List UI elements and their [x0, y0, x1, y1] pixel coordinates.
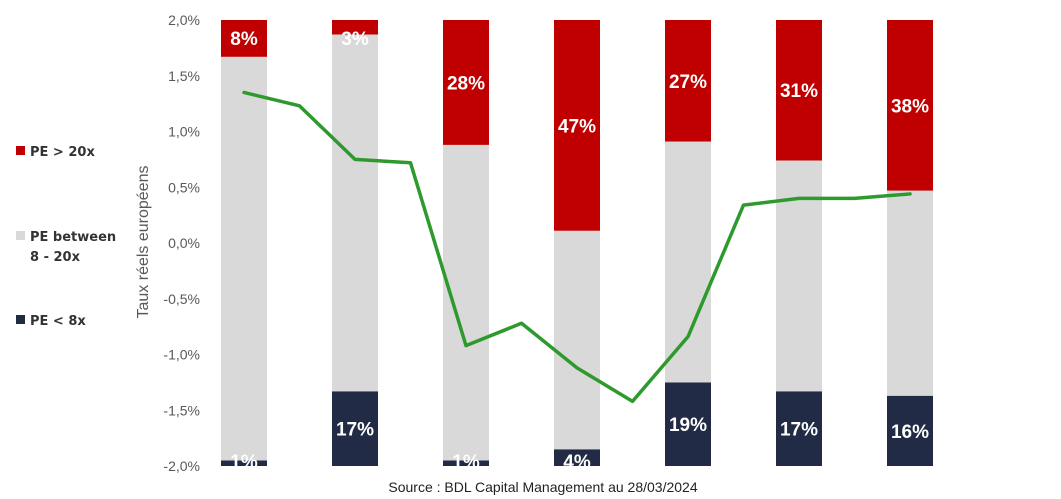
bar-segment-pe-low — [443, 460, 489, 466]
rate-line — [242, 90, 912, 404]
y-tick-label: -1,5% — [163, 402, 200, 418]
bar-segment-pe-mid — [332, 34, 378, 392]
bar-segment-pe-low — [332, 391, 378, 466]
bar-segment-pe-high — [776, 20, 822, 161]
y-tick-label: 0,5% — [168, 179, 200, 195]
bar-label-pe-low: 17% — [336, 420, 374, 441]
bars — [221, 20, 933, 466]
y-tick-label: 2,0% — [168, 12, 200, 28]
bar-segment-pe-low — [887, 395, 933, 466]
bar-segment-pe-low — [665, 382, 711, 466]
bar-label-pe-high: 28% — [447, 73, 485, 94]
bar-segment-pe-mid — [887, 190, 933, 396]
bar-segment-pe-low — [776, 391, 822, 466]
bar-label-pe-low: 17% — [780, 420, 818, 441]
legend: PE > 20x PE between 8 - 20x PE < 8x — [16, 145, 116, 329]
legend-label: PE between — [30, 230, 116, 245]
y-tick-label: -0,5% — [163, 291, 200, 307]
legend-swatch — [16, 146, 25, 155]
y-tick-label: -2,0% — [163, 458, 200, 474]
bar-segment-pe-high — [665, 20, 711, 142]
bar-segment-pe-high — [443, 20, 489, 145]
bar-label-pe-high: 3% — [341, 29, 369, 50]
y-tick-label: 1,0% — [168, 124, 200, 140]
y-tick-label: -1,0% — [163, 347, 200, 363]
bar-segment-pe-high — [554, 20, 600, 231]
legend-swatch — [16, 315, 25, 324]
bar-label-pe-high: 31% — [780, 81, 818, 102]
bar-label-pe-high: 27% — [669, 72, 707, 93]
bar-label-pe-low: 19% — [669, 415, 707, 436]
legend-label: 8 - 20x — [30, 250, 81, 265]
bar-label-pe-low: 16% — [891, 422, 929, 443]
legend-swatch — [16, 231, 25, 240]
bar-segment-pe-mid — [221, 56, 267, 461]
legend-label: PE < 8x — [30, 314, 86, 329]
bar-segment-pe-mid — [554, 230, 600, 450]
y-axis-label: Taux réels européens — [135, 166, 152, 319]
bar-segment-pe-mid — [443, 144, 489, 461]
bar-segment-pe-high — [332, 20, 378, 35]
source-note: Source : BDL Capital Management au 28/03… — [388, 479, 697, 495]
bar-label-pe-high: 38% — [891, 96, 929, 117]
bar-segment-pe-mid — [776, 160, 822, 392]
y-tick-label: 0,0% — [168, 235, 200, 251]
bar-label-pe-low: 1% — [230, 452, 258, 473]
bar-labels: 8% 1% 3% 17% 28% 1% 47% 4% 27% 19% 31% 17% 38% 16% — [230, 29, 929, 473]
bar-segment-pe-high — [221, 20, 267, 57]
legend-label: PE > 20x — [30, 145, 95, 160]
bar-label-pe-high: 8% — [230, 29, 258, 50]
rate-line-path — [242, 90, 912, 404]
bar-label-pe-low: 1% — [452, 452, 480, 473]
bar-segment-pe-low — [554, 449, 600, 466]
y-axis-ticks: 2,0% 1,5% 1,0% 0,5% 0,0% -0,5% -1,0% -1,5% -2,0% — [163, 12, 200, 474]
y-tick-label: 1,5% — [168, 68, 200, 84]
bar-segment-pe-high — [887, 20, 933, 191]
bar-segment-pe-low — [221, 460, 267, 466]
bar-label-pe-high: 47% — [558, 116, 596, 137]
bar-label-pe-low: 4% — [563, 452, 591, 473]
bar-segment-pe-mid — [665, 141, 711, 383]
